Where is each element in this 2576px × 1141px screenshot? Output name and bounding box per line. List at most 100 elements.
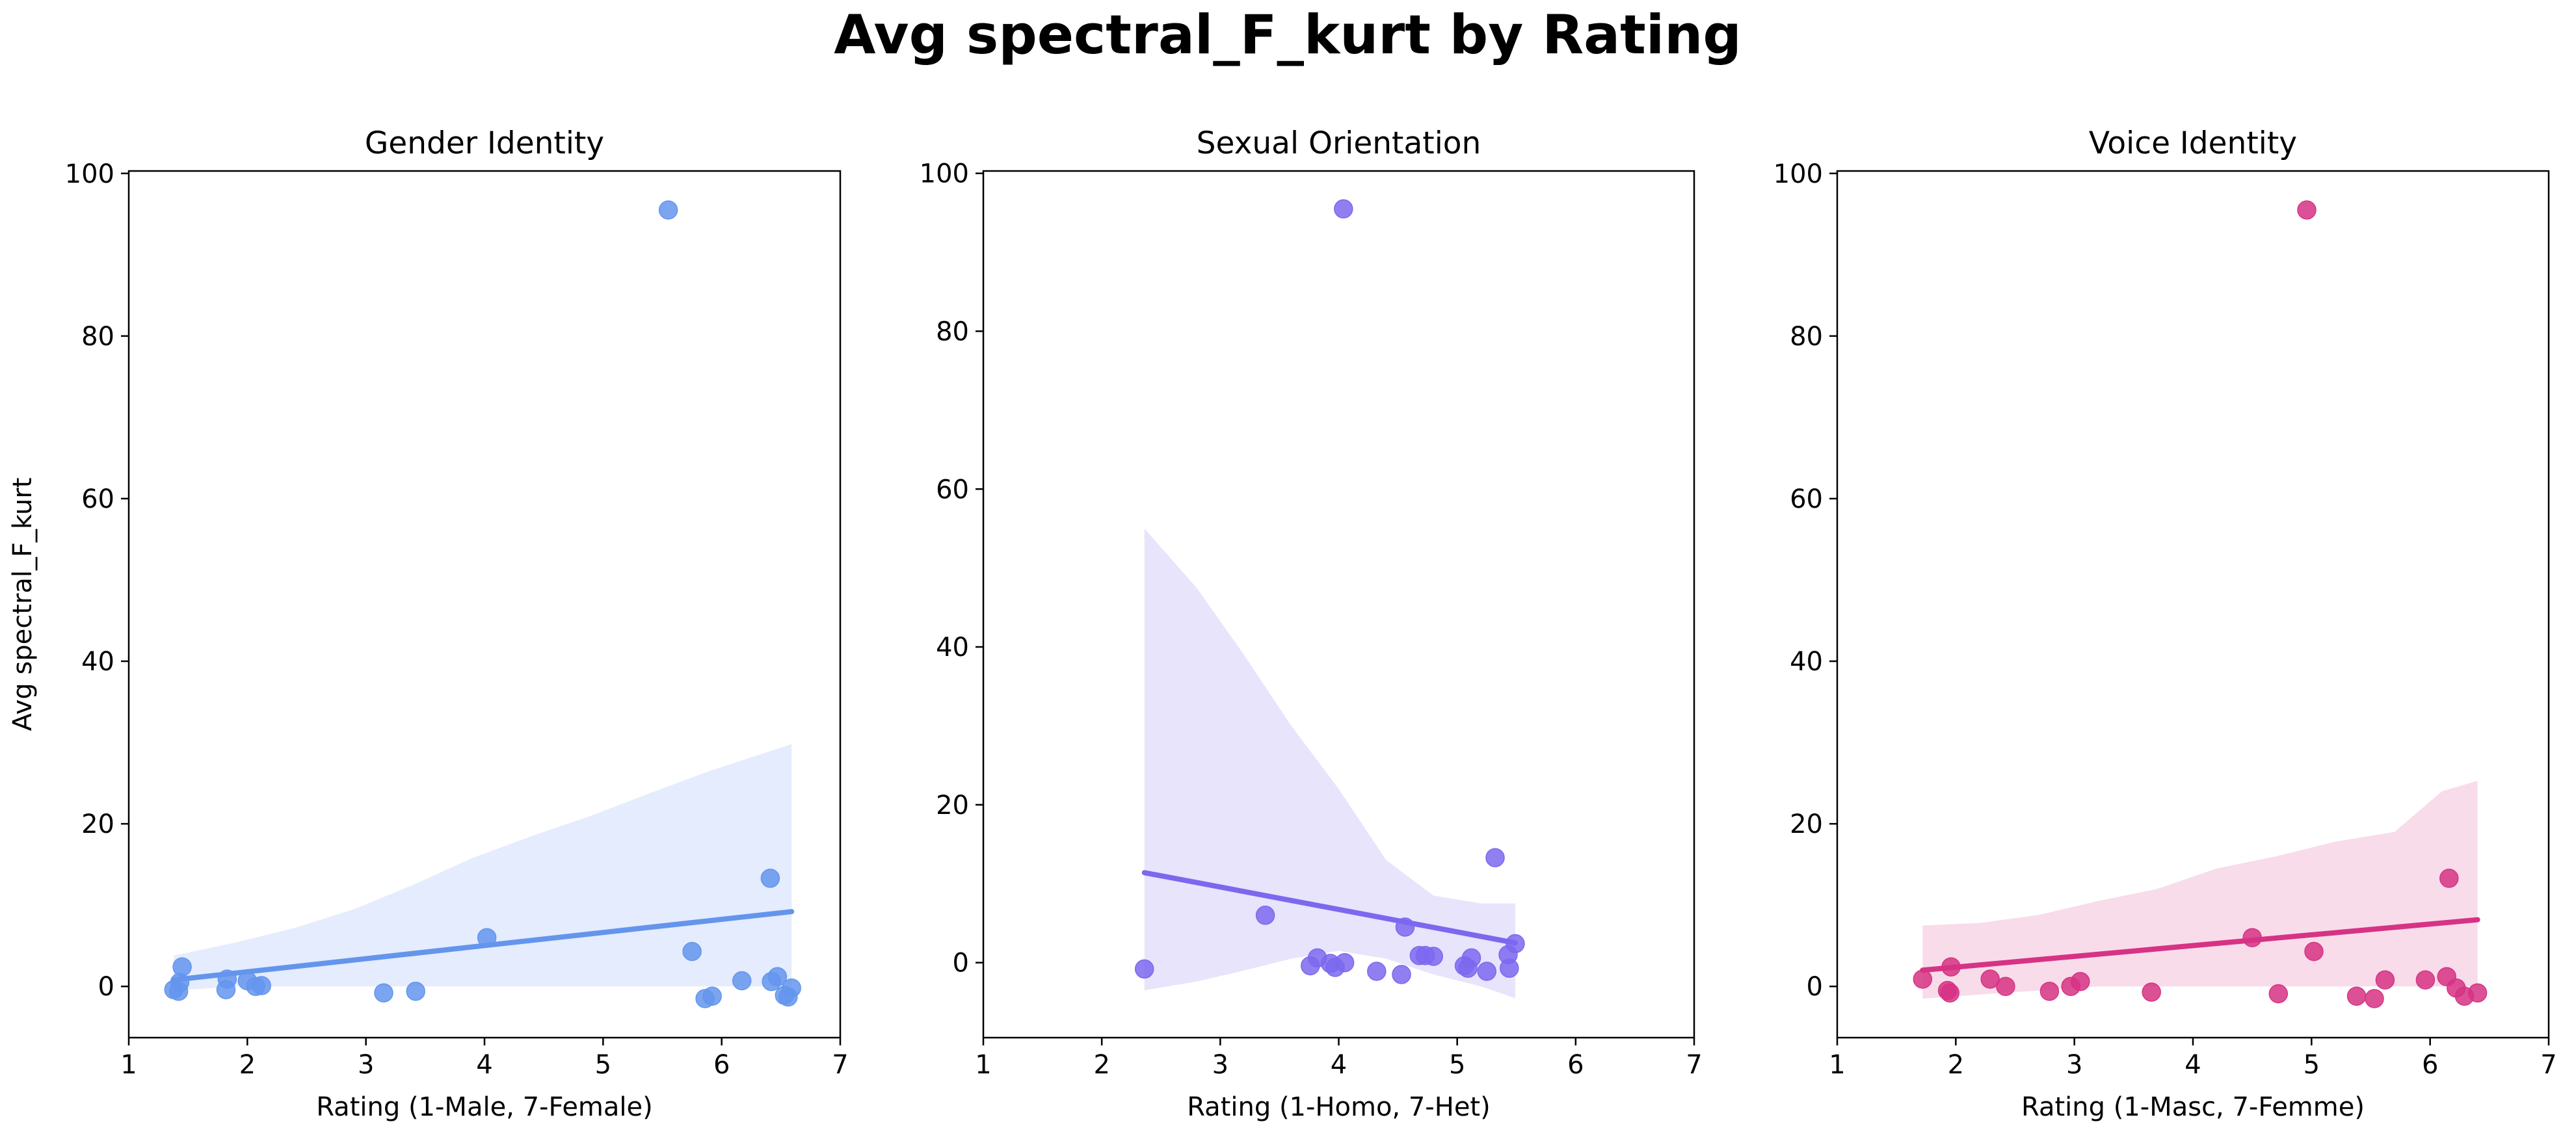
- data-point: [1334, 199, 1353, 219]
- y-tick-label: 0: [1807, 972, 1823, 1002]
- subplot-2: 1 2 3 4 5 6 7 0 20 40 60 80 100 Sexual Orientation Rat…: [920, 125, 1703, 1122]
- y-axis-label: Avg spectral_F_kurt: [8, 478, 38, 731]
- y-tick-label: 80: [81, 322, 114, 352]
- y-tick-label: 60: [936, 475, 969, 505]
- x-tick-label: 7: [2540, 1050, 2556, 1080]
- data-point: [172, 957, 192, 977]
- y-tick-label: 0: [953, 949, 969, 978]
- data-point: [374, 983, 393, 1003]
- x-tick-label: 1: [1829, 1050, 1845, 1080]
- y-tick-label: 40: [81, 647, 114, 677]
- data-point: [2415, 970, 2436, 990]
- regression-line: [1920, 917, 2480, 973]
- data-point: [1395, 917, 1415, 937]
- y-tick-label: 60: [81, 484, 114, 514]
- data-point: [406, 981, 425, 1001]
- x-tick-label: 5: [595, 1050, 611, 1080]
- data-point: [2375, 970, 2395, 990]
- x-tick-label: 4: [476, 1050, 492, 1080]
- data-point: [702, 986, 722, 1006]
- y-tick-label: 60: [1790, 484, 1823, 514]
- x-tick-label: 3: [1212, 1050, 1228, 1080]
- x-tick-label: 5: [2304, 1050, 2320, 1080]
- y-tick-label: 0: [98, 972, 114, 1002]
- x-tick-label: 4: [1331, 1050, 1347, 1080]
- data-point: [2268, 984, 2289, 1004]
- data-point: [2467, 983, 2488, 1003]
- data-point: [1485, 848, 1505, 867]
- y-tick-label: 20: [81, 809, 114, 839]
- x-tick-label: 2: [1093, 1050, 1109, 1080]
- x-axis-label: Rating (1-Male, 7-Female): [316, 1092, 652, 1122]
- x-tick-label: 2: [1948, 1050, 1964, 1080]
- data-point: [1424, 947, 1443, 966]
- data-point: [767, 967, 788, 986]
- x-tick-label: 3: [2066, 1050, 2082, 1080]
- x-tick-label: 6: [1567, 1050, 1584, 1080]
- x-tick-label: 7: [832, 1050, 848, 1080]
- subplot-title: Sexual Orientation: [1197, 125, 1481, 161]
- data-point: [1134, 959, 1154, 979]
- x-tick-label: 7: [1686, 1050, 1702, 1080]
- data-point: [760, 869, 780, 888]
- subplot-title: Voice Identity: [2089, 125, 2297, 161]
- x-tick-label: 5: [1449, 1050, 1465, 1080]
- y-tick-label: 80: [1790, 322, 1823, 352]
- data-point: [2071, 971, 2090, 991]
- data-point: [1461, 948, 1481, 968]
- data-point: [2039, 981, 2060, 1001]
- data-point: [1506, 934, 1525, 954]
- data-point: [1367, 962, 1387, 981]
- y-tick-label: 100: [65, 159, 114, 189]
- data-point: [732, 971, 752, 991]
- y-tick-label: 100: [1773, 159, 1823, 189]
- x-axis-label: Rating (1-Homo, 7-Het): [1187, 1092, 1490, 1122]
- data-point: [658, 200, 678, 220]
- y-tick-label: 80: [936, 317, 969, 347]
- data-point: [477, 928, 497, 947]
- x-tick-label: 2: [239, 1050, 256, 1080]
- y-tick-label: 20: [1790, 809, 1823, 839]
- data-point: [2242, 928, 2262, 947]
- regression-line: [1141, 870, 1518, 946]
- confidence-band: [1144, 529, 1515, 999]
- data-point: [2439, 869, 2459, 888]
- data-point: [682, 941, 702, 962]
- data-point: [2365, 989, 2384, 1008]
- data-point: [2142, 982, 2161, 1002]
- data-point: [252, 976, 271, 995]
- data-point: [2346, 986, 2367, 1006]
- y-tick-label: 100: [920, 159, 969, 189]
- x-tick-label: 6: [2422, 1050, 2438, 1080]
- data-point: [1477, 962, 1496, 981]
- data-point: [1255, 906, 1275, 925]
- x-tick-label: 3: [358, 1050, 374, 1080]
- subplot-3: 1 2 3 4 5 6 7 0 20 40 60 80 100 Voice Identity Rating …: [1773, 125, 2557, 1122]
- data-point: [2297, 200, 2317, 220]
- y-tick-label: 40: [1790, 647, 1823, 677]
- x-tick-label: 6: [713, 1050, 730, 1080]
- y-tick-label: 40: [936, 633, 969, 662]
- subplot-title: Gender Identity: [365, 125, 604, 161]
- data-point: [1941, 957, 1961, 977]
- confidence-band: [1922, 780, 2478, 999]
- data-point: [1392, 965, 1411, 984]
- data-point: [1980, 969, 2000, 989]
- x-axis-label: Rating (1-Masc, 7-Femme): [2021, 1092, 2365, 1122]
- y-tick-label: 20: [936, 791, 969, 820]
- x-tick-label: 4: [2184, 1050, 2201, 1080]
- figure-title: Avg spectral_F_kurt by Rating: [834, 3, 1742, 66]
- data-point: [2304, 941, 2324, 962]
- data-point: [1913, 969, 1933, 989]
- subplot-1: 1 2 3 4 5 6 7 0 20 40 60 80 100 Gender Identity Rating…: [8, 125, 849, 1122]
- data-point: [1334, 952, 1355, 973]
- data-point: [1996, 977, 2015, 996]
- data-point: [217, 969, 237, 989]
- data-point: [782, 978, 801, 998]
- data-point: [1500, 958, 1519, 978]
- x-tick-label: 1: [120, 1050, 137, 1080]
- x-tick-label: 1: [975, 1050, 991, 1080]
- data-point: [1940, 983, 1959, 1003]
